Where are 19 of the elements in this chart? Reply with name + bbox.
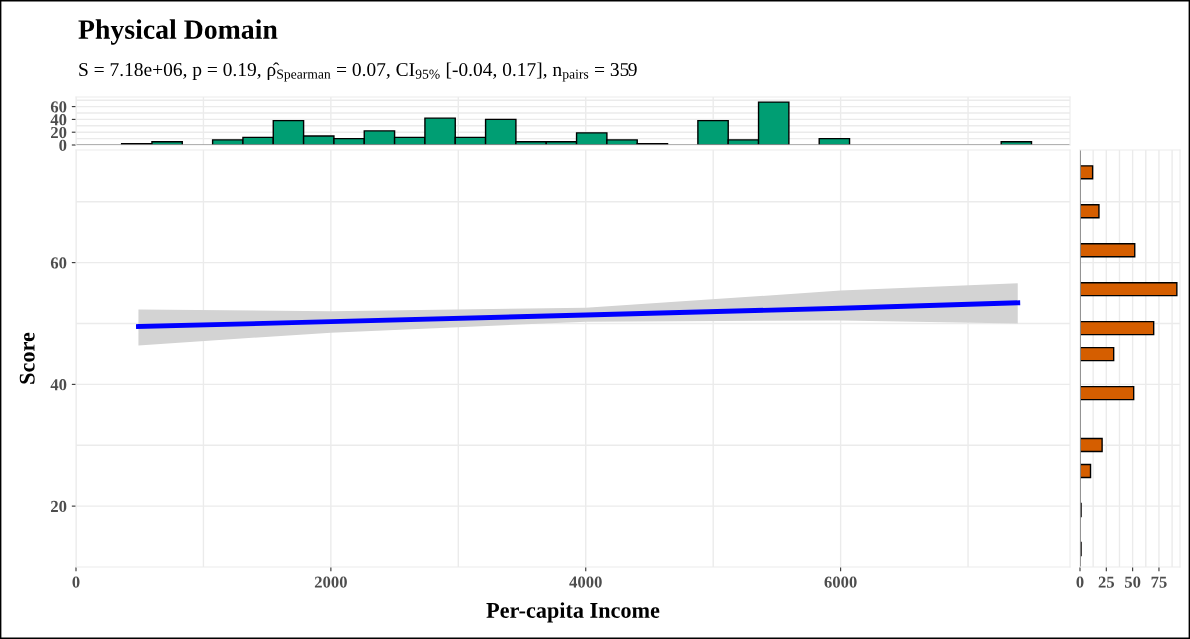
x-tick-label: 2000	[314, 576, 347, 588]
x-tick-label: 50	[1124, 576, 1141, 588]
y-tick-label: 0	[59, 139, 67, 151]
y-tick-label: 40	[50, 379, 67, 391]
chart-subtitle: S = 7.18e+06, p = 0.19, ρ̂$_{Spearman}$ = 0.07, CI$_{95%}$ [-0.04, 0.17], n$_{pairs}$ = 359	[79, 62, 637, 82]
x-tick-label: 0	[72, 576, 80, 588]
x-axis-title: Per-capita Income	[486, 602, 660, 623]
x-tick-label: 25	[1098, 576, 1115, 588]
y-axis-title: Score	[19, 332, 35, 384]
y-tick-label: 20	[51, 126, 67, 139]
y-tick-label: 60	[50, 257, 67, 269]
chart-title: Physical Domain	[78, 19, 278, 45]
y-tick-label: 40	[50, 114, 67, 126]
y-tick-label: 20	[51, 500, 67, 513]
y-tick-label: 60	[50, 101, 67, 113]
x-tick-label: 0	[1076, 576, 1084, 588]
x-tick-label: 75	[1151, 576, 1167, 588]
x-tick-label: 4000	[569, 576, 602, 588]
x-tick-label: 6000	[824, 576, 857, 588]
